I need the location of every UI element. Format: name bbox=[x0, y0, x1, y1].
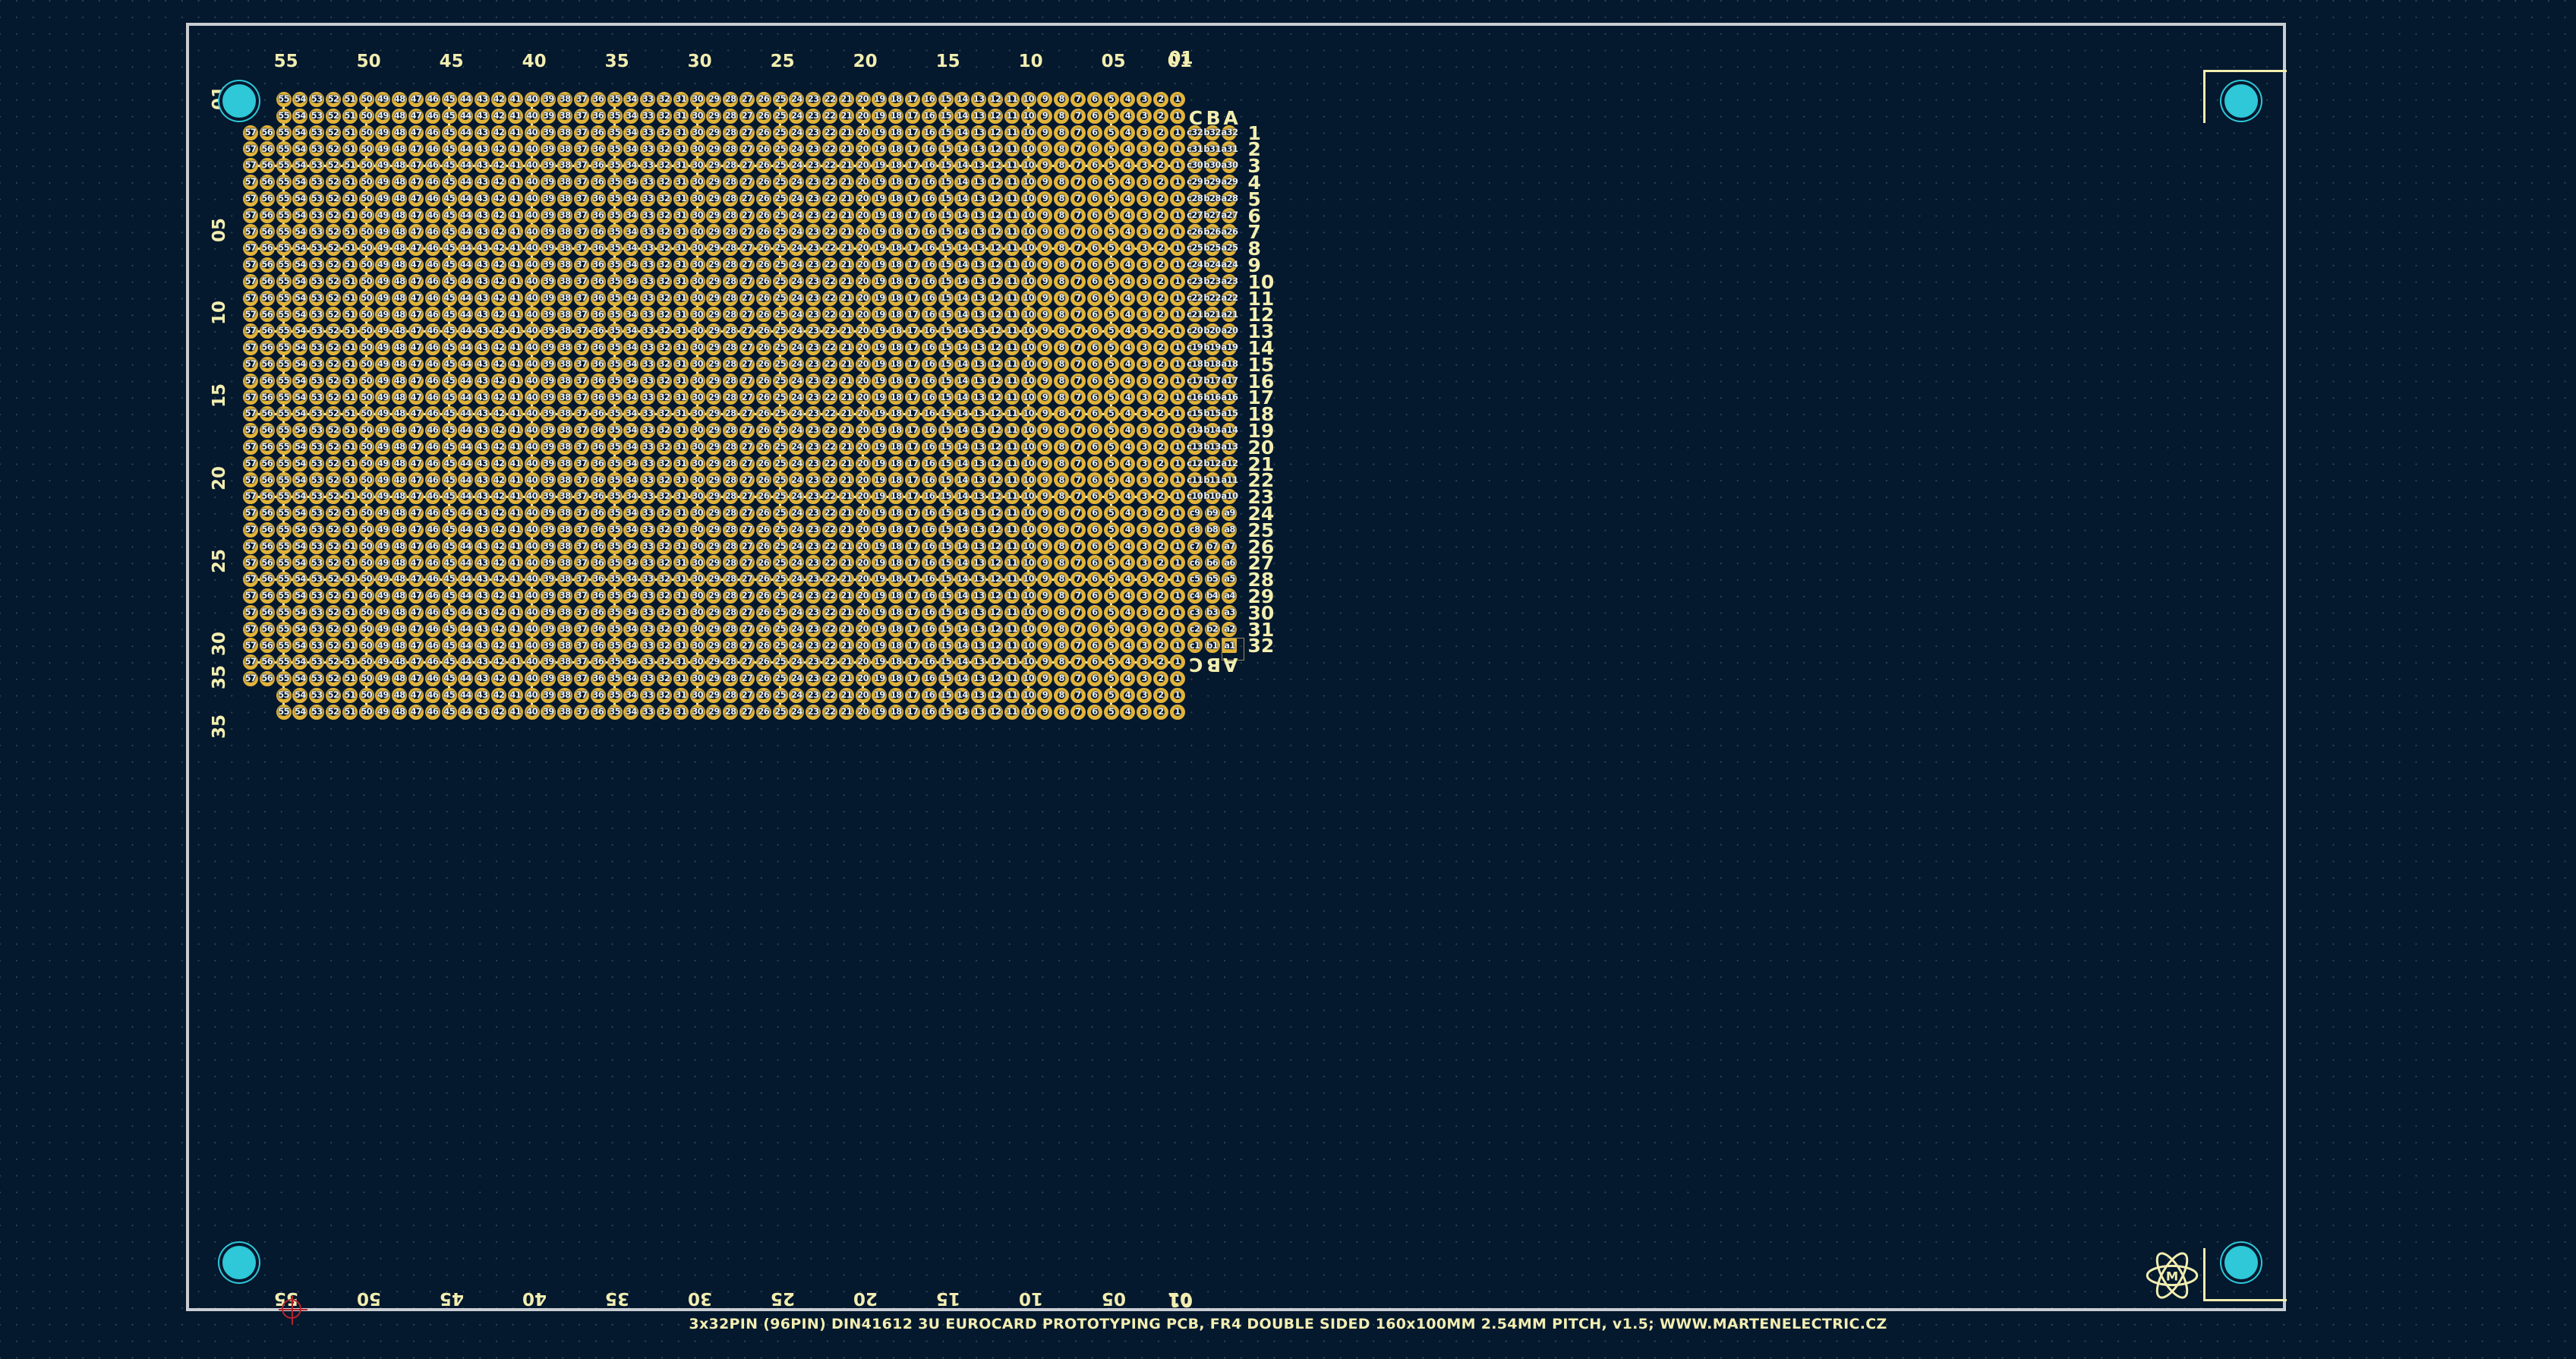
origin-crosshair-marker bbox=[279, 1296, 307, 1325]
mounting-hole-bottom-left[interactable] bbox=[222, 1246, 256, 1279]
corner-bracket-top-right bbox=[2203, 70, 2287, 141]
board-edge-cut-outline bbox=[186, 23, 2286, 1311]
svg-text:M: M bbox=[2166, 1269, 2178, 1284]
corner-bracket-bottom-right bbox=[2203, 1230, 2287, 1301]
atom-logo: M bbox=[2142, 1251, 2202, 1300]
board-title-silkscreen: 3x32PIN (96PIN) DIN41612 3U EUROCARD PRO… bbox=[689, 1316, 1887, 1332]
mounting-hole-top-left[interactable] bbox=[222, 84, 256, 118]
